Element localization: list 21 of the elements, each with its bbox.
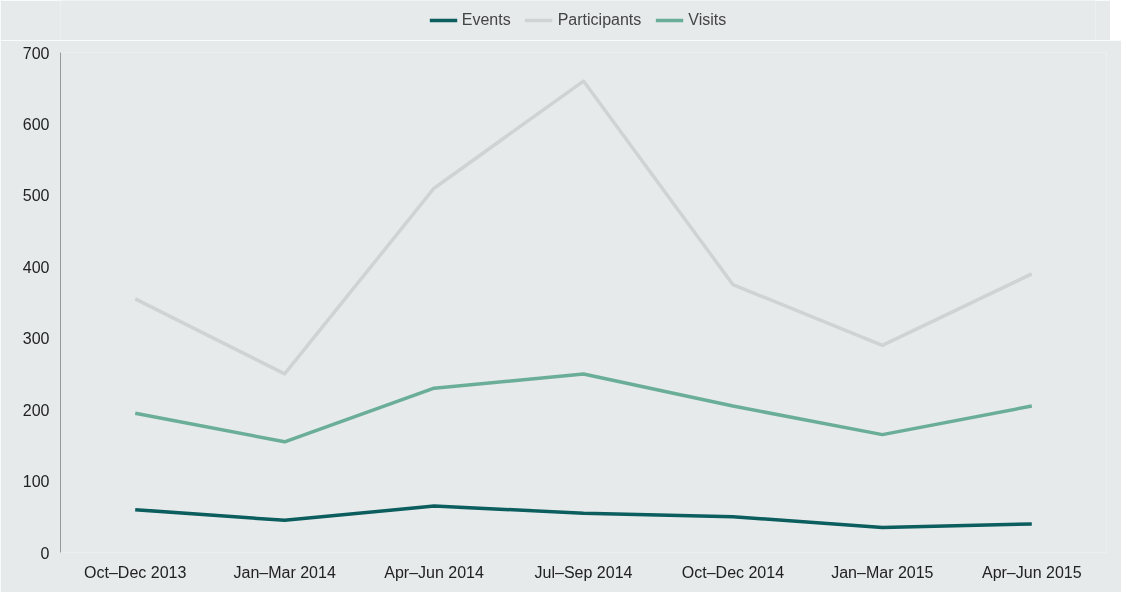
line-series bbox=[133, 372, 1034, 444]
line-series bbox=[133, 79, 1034, 376]
y-tick-label: 200 bbox=[22, 401, 50, 419]
legend-label: Events bbox=[461, 11, 511, 29]
x-tick-label: Apr–Jun 2015 bbox=[981, 563, 1082, 581]
y-tick-label: 400 bbox=[22, 258, 50, 276]
y-tick-label: 500 bbox=[22, 187, 50, 205]
x-tick-label: Apr–Jun 2014 bbox=[384, 563, 484, 581]
x-tick-label: Jan–Mar 2014 bbox=[233, 563, 336, 581]
line-series bbox=[133, 504, 1034, 530]
y-tick-label: 600 bbox=[22, 115, 50, 133]
legend-label: Visits bbox=[688, 11, 727, 29]
x-tick-label: Jul–Sep 2014 bbox=[534, 563, 633, 581]
legend-label: Participants bbox=[557, 11, 642, 29]
x-tick-label: Oct–Dec 2014 bbox=[681, 563, 785, 581]
y-tick-label: 0 bbox=[40, 544, 50, 562]
y-tick-label: 100 bbox=[22, 473, 50, 491]
x-tick-label: Oct–Dec 2013 bbox=[84, 563, 187, 581]
y-tick-label: 300 bbox=[22, 330, 50, 348]
x-tick-label: Jan–Mar 2015 bbox=[831, 563, 934, 581]
y-tick-label: 700 bbox=[22, 44, 50, 62]
